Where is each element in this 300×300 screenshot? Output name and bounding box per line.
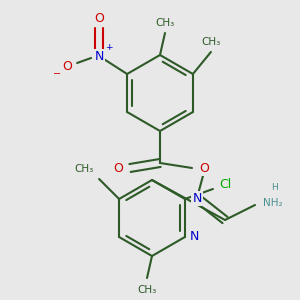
Text: N: N (94, 50, 104, 62)
Text: O: O (199, 161, 209, 175)
Text: NH₂: NH₂ (263, 198, 283, 208)
Text: Cl: Cl (219, 178, 231, 190)
Text: O: O (62, 59, 72, 73)
Text: O: O (94, 11, 104, 25)
Text: CH₃: CH₃ (75, 164, 94, 174)
Text: CH₃: CH₃ (155, 18, 175, 28)
Text: CH₃: CH₃ (137, 285, 157, 295)
Text: N: N (190, 230, 200, 244)
Text: O: O (113, 161, 123, 175)
Text: −: − (53, 69, 61, 79)
Text: +: + (105, 44, 113, 52)
Text: H: H (272, 182, 278, 191)
Text: CH₃: CH₃ (201, 37, 220, 47)
Text: N: N (192, 191, 202, 205)
